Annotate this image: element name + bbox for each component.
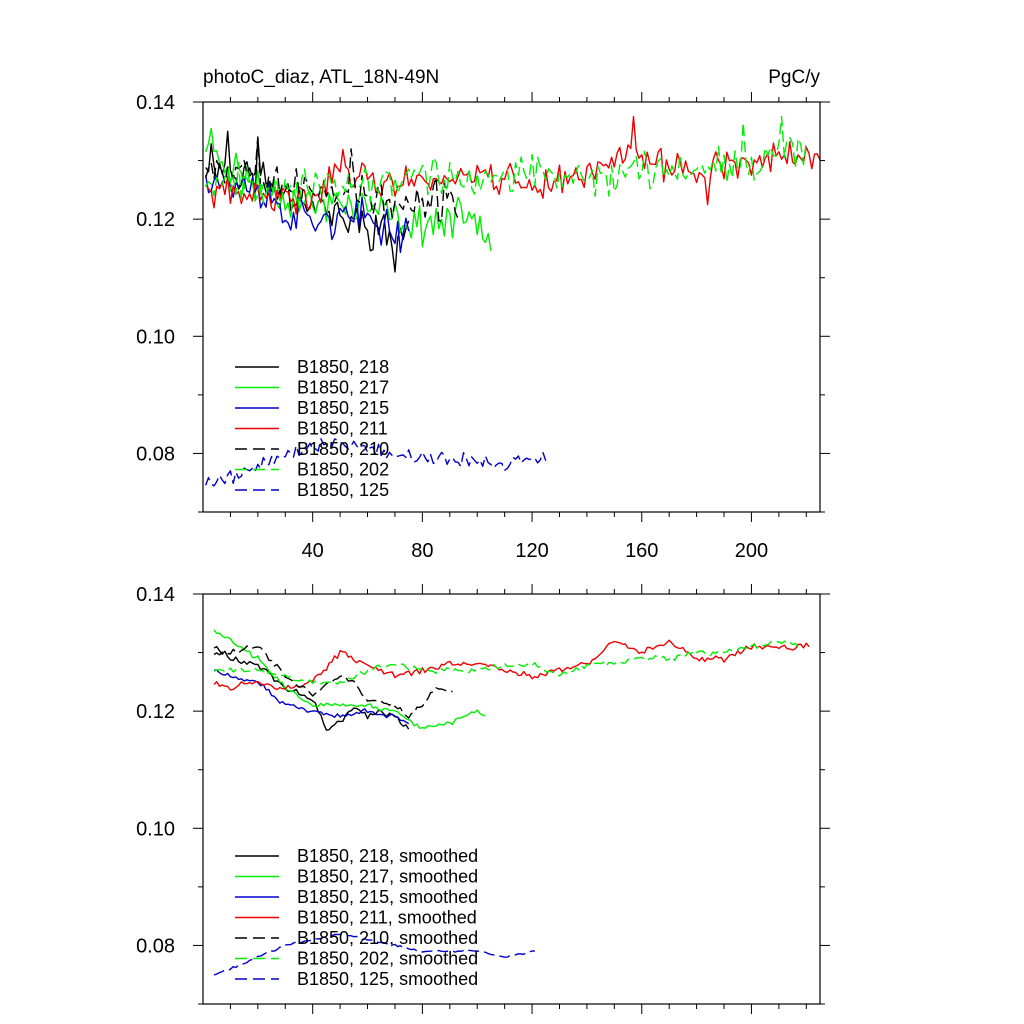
legend-entry: B1850, 202, smoothed [235, 949, 478, 969]
legend-label: B1850, 211, smoothed [297, 908, 477, 928]
legend-label: B1850, 125 [297, 480, 389, 500]
legend-label: B1850, 125, smoothed [297, 969, 478, 989]
legend-label: B1850, 218 [297, 357, 389, 377]
series-line-4 [205, 136, 459, 222]
legend-entry: B1850, 211 [235, 419, 388, 439]
top-panel: photoC_diaz, ATL_18N-49N PgC/y 0.080.100… [136, 67, 830, 562]
series-line-6 [205, 438, 547, 487]
legend-entry: B1850, 210, smoothed [235, 928, 478, 948]
legend-entry: B1850, 211, smoothed [235, 908, 477, 928]
top-axis-tick-labels: 0.08 0.10 0.12 0.14 40 80 120 160 200 [136, 92, 768, 562]
top-panel-title: photoC_diaz, ATL_18N-49N [203, 67, 439, 88]
series-line-4 [213, 645, 453, 719]
top-plot-area [205, 115, 821, 487]
legend-label: B1850, 210, smoothed [297, 928, 478, 948]
legend-label: B1850, 215, smoothed [297, 887, 478, 907]
legend-label: B1850, 217 [297, 378, 389, 398]
top-plot-frame [202, 101, 821, 513]
legend-label: B1850, 217, smoothed [297, 867, 478, 887]
legend-entry: B1850, 210 [235, 439, 389, 459]
legend-label: B1850, 210 [297, 439, 389, 459]
legend-entry: B1850, 218 [235, 357, 389, 377]
y-tick-label: 0.12 [136, 209, 175, 231]
x-tick-label: 120 [515, 540, 548, 562]
legend-entry: B1850, 125, smoothed [235, 969, 478, 989]
y-tick-label: 0.14 [136, 92, 175, 114]
series-line-5 [205, 115, 807, 209]
x-tick-label: 160 [625, 540, 658, 562]
bottom-plot-area [213, 629, 810, 976]
legend-entry: B1850, 218, smoothed [235, 846, 478, 866]
legend-entry: B1850, 217, smoothed [235, 867, 478, 887]
series-line-0 [213, 645, 410, 731]
legend-label: B1850, 202, smoothed [297, 949, 478, 969]
bottom-axis-ticks [193, 584, 830, 1014]
y-tick-label: 0.10 [136, 326, 175, 348]
series-line-0 [205, 130, 410, 273]
legend-label: B1850, 218, smoothed [297, 846, 478, 866]
y-tick-label: 0.08 [136, 443, 175, 465]
bottom-plot-frame [202, 593, 821, 1005]
x-tick-label: 80 [411, 540, 433, 562]
series-line-1 [213, 629, 486, 729]
legend-entry: B1850, 217 [235, 378, 389, 398]
y-tick-label: 0.12 [136, 701, 175, 723]
legend-label: B1850, 215 [297, 398, 389, 418]
y-tick-label: 0.08 [136, 935, 175, 957]
series-line-2 [205, 174, 410, 254]
top-axis-ticks [193, 92, 830, 522]
y-tick-label: 0.10 [136, 818, 175, 840]
bottom-axis-tick-labels: 0.08 0.10 0.12 0.14 [136, 584, 175, 957]
top-panel-units: PgC/y [768, 67, 820, 88]
x-tick-label: 40 [302, 540, 324, 562]
bottom-panel: 0.080.100.120.14 B1850, 218, smoothedB18… [136, 584, 830, 1014]
series-line-5 [213, 640, 802, 685]
legend-label: B1850, 202 [297, 460, 389, 480]
legend-entry: B1850, 215, smoothed [235, 887, 478, 907]
legend-entry: B1850, 125 [235, 480, 389, 500]
legend-entry: B1850, 215 [235, 398, 389, 418]
legend-label: B1850, 211 [297, 419, 388, 439]
x-tick-label: 200 [735, 540, 768, 562]
y-tick-label: 0.14 [136, 584, 175, 606]
series-line-2 [213, 669, 410, 725]
legend-entry: B1850, 202 [235, 460, 389, 480]
series-line-3 [213, 639, 810, 691]
